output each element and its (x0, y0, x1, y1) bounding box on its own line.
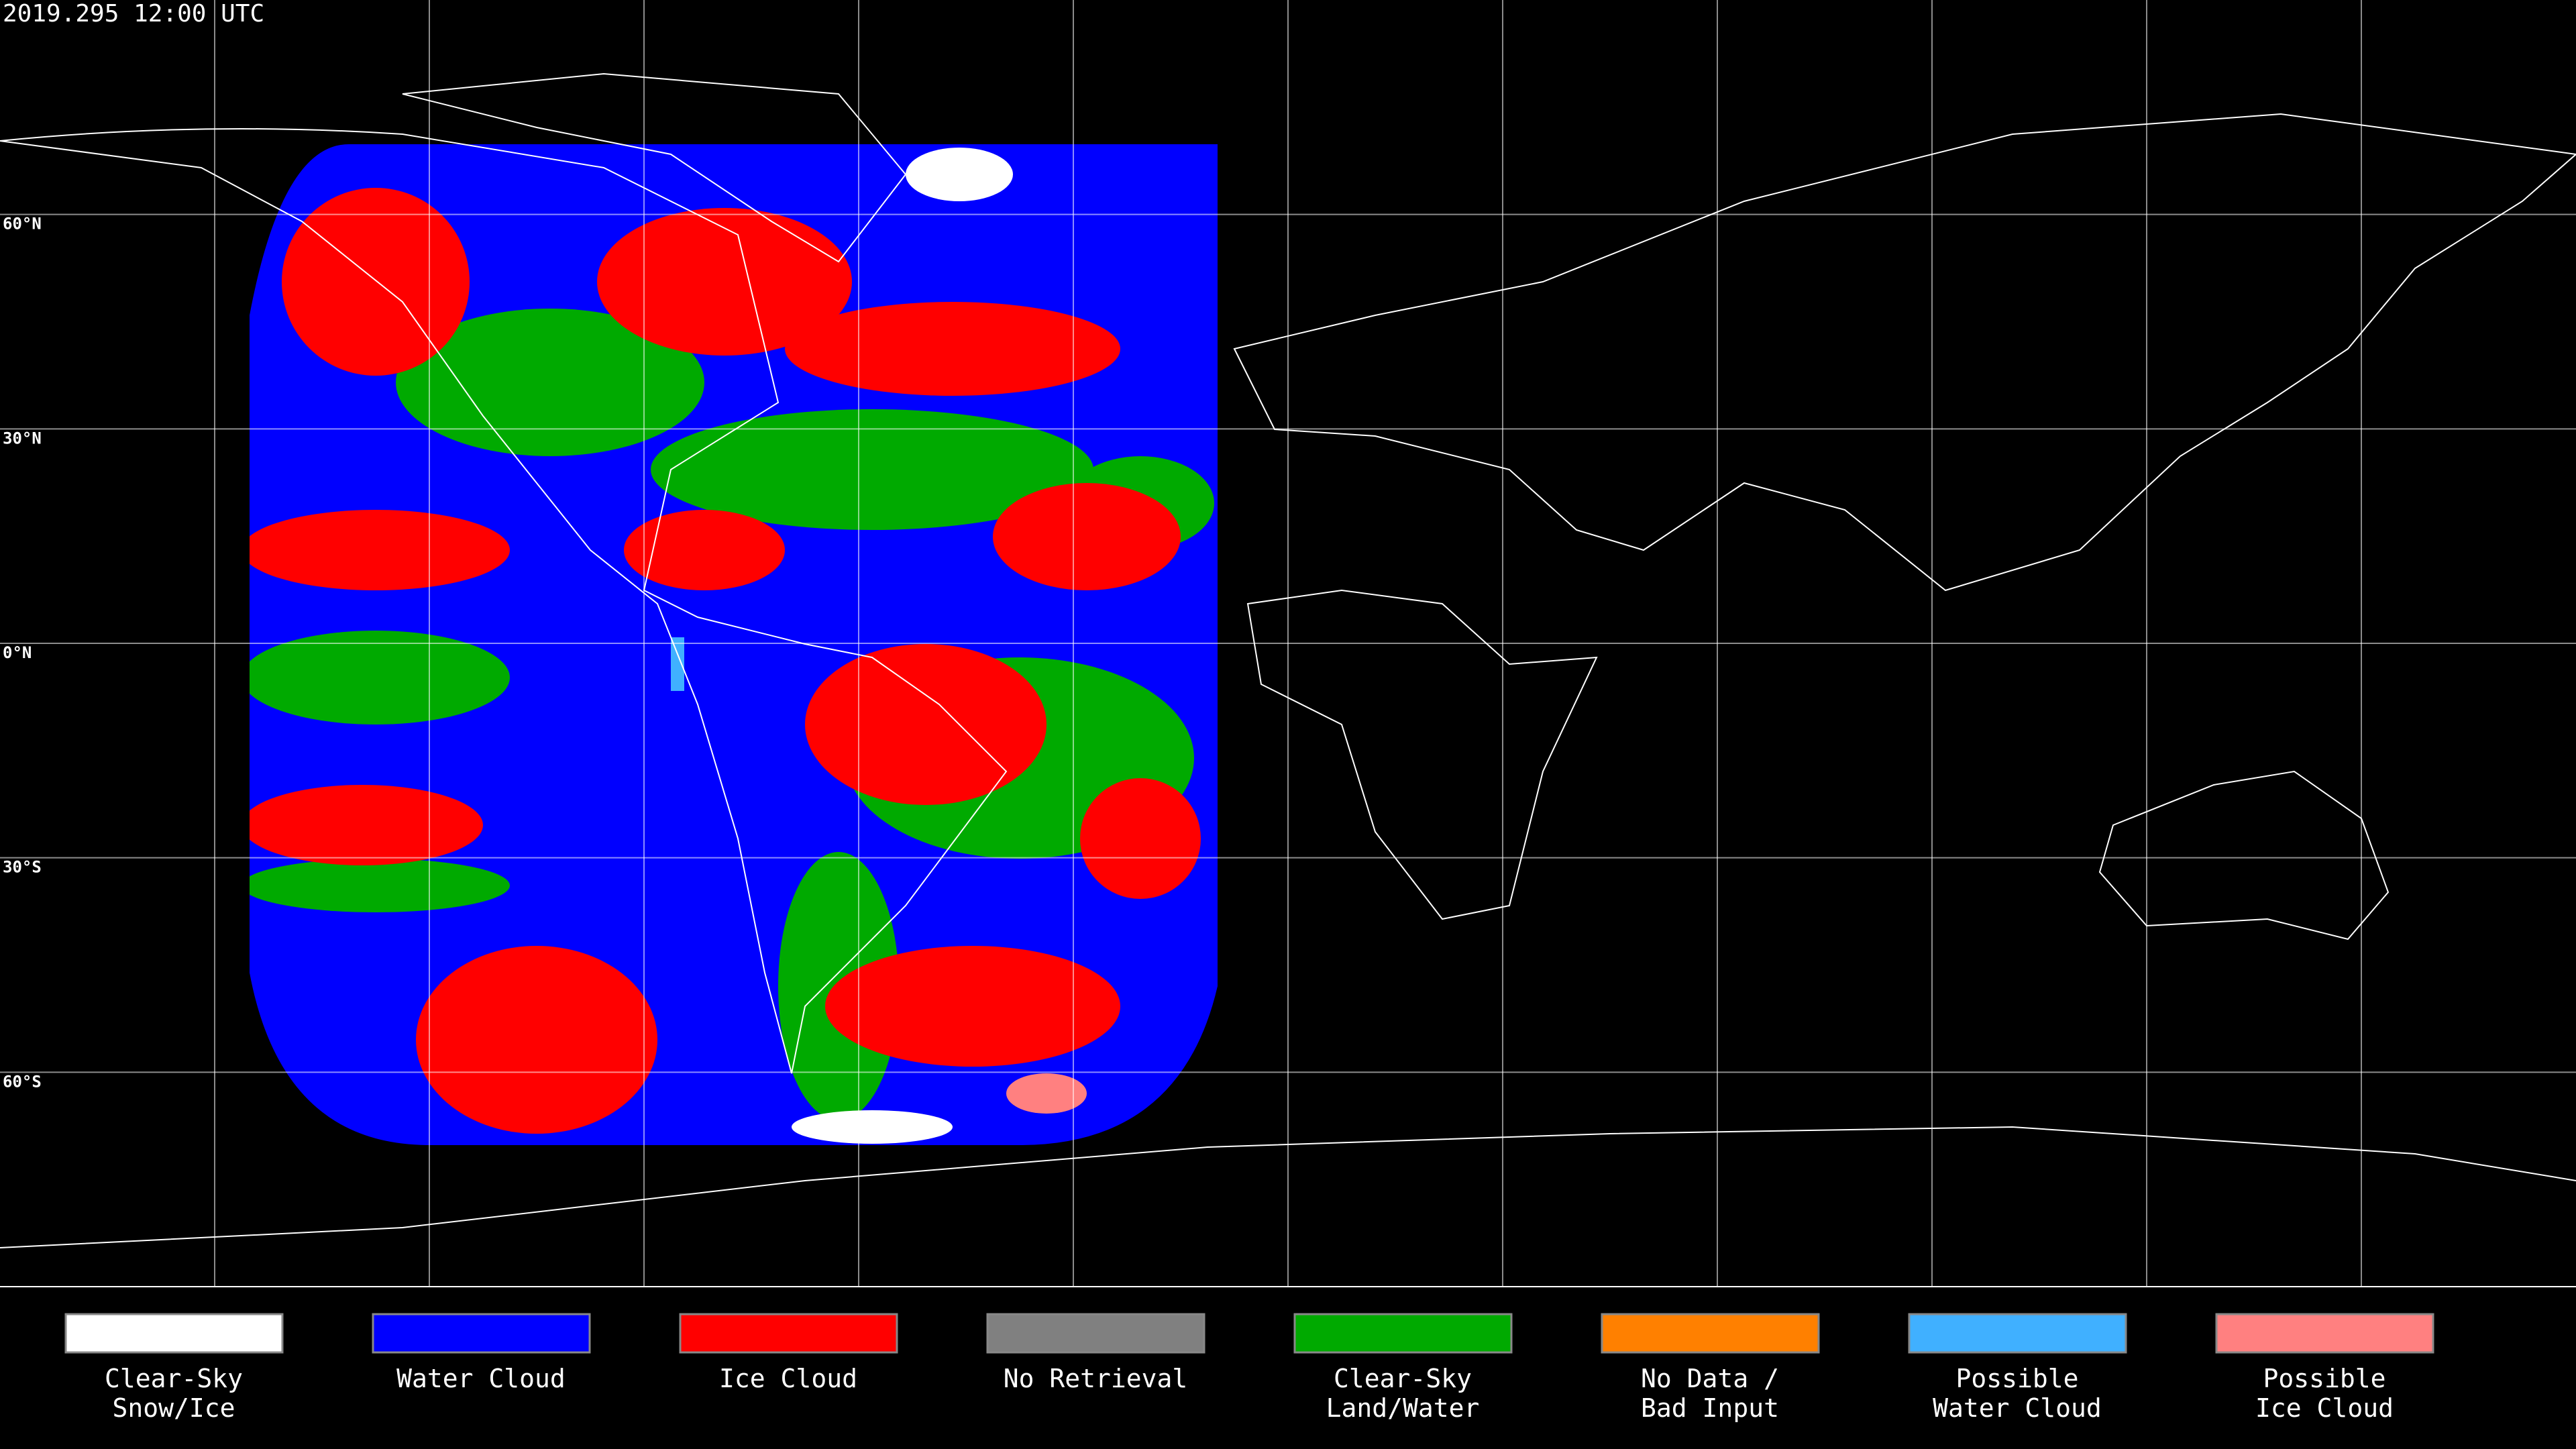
legend-swatch (1601, 1313, 1820, 1354)
legend-label: Clear-Sky (105, 1364, 243, 1393)
legend-label: Clear-Sky (1334, 1364, 1472, 1393)
legend-label: Possible (2263, 1364, 2385, 1393)
cloud-phase-image (250, 144, 1218, 1145)
legend-label: No Data / (1641, 1364, 1779, 1393)
legend-label: Possible (1955, 1364, 2078, 1393)
legend-label: Land/Water (1326, 1393, 1480, 1423)
graticule (0, 0, 2576, 1287)
legend-label: Water Cloud (1933, 1393, 2102, 1423)
legend-label: Water Cloud (396, 1364, 566, 1393)
legend-swatch (372, 1313, 591, 1354)
legend-swatch (64, 1313, 284, 1354)
latitude-label: 30°N (3, 429, 42, 447)
legend-label: Ice Cloud (2255, 1393, 2394, 1423)
latitude-label: 60°N (3, 215, 42, 233)
latitude-label: 60°S (3, 1072, 42, 1091)
legend-label: Ice Cloud (719, 1364, 857, 1393)
legend-label: No Retrieval (1004, 1364, 1188, 1393)
latitude-label: 0°N (3, 643, 32, 662)
latitude-label: 30°S (3, 858, 42, 877)
legend-label: Snow/Ice (112, 1393, 235, 1423)
timestamp: 2019.295 12:00 UTC (3, 0, 264, 28)
latitude-labels: 60°N 30°N 0°N 30°S 60°S (3, 215, 42, 1091)
legend-label: Bad Input (1641, 1393, 1779, 1423)
legend-swatch (679, 1313, 898, 1354)
coastlines (0, 72, 2576, 1248)
legend-swatch (986, 1313, 1205, 1354)
legend-swatch (1293, 1313, 1513, 1354)
legend-swatch (2215, 1313, 2434, 1354)
legend-swatch (1908, 1313, 2127, 1354)
